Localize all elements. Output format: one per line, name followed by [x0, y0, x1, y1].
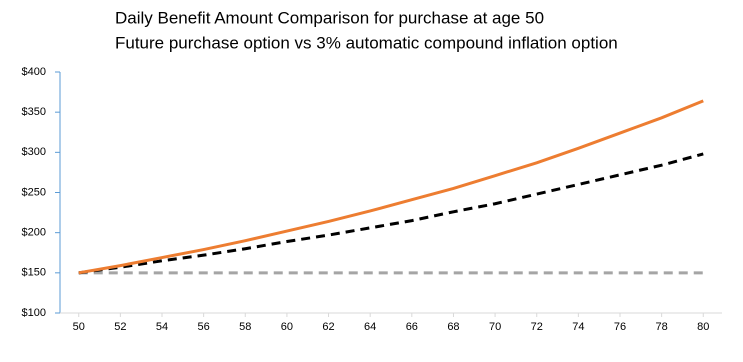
x-tick-label: 50: [73, 321, 85, 333]
y-tick-label: $200: [22, 227, 46, 239]
x-tick-label: 62: [322, 321, 334, 333]
series-line: [78, 99, 704, 275]
x-tick-label: 66: [406, 321, 418, 333]
y-tick-label: $400: [22, 66, 46, 78]
x-tick-label: 80: [697, 321, 709, 333]
chart-subtitle: Future purchase option vs 3% automatic c…: [115, 33, 618, 52]
y-tick-label: $300: [22, 146, 46, 158]
y-tick-label: $100: [22, 307, 46, 319]
x-tick-label: 68: [447, 321, 459, 333]
x-tick-label: 58: [239, 321, 251, 333]
x-tick-label: 64: [364, 321, 376, 333]
x-tick-label: 74: [572, 321, 584, 333]
chart-title: Daily Benefit Amount Comparison for purc…: [115, 8, 544, 27]
series-line: [78, 152, 704, 275]
x-tick-label: 78: [656, 321, 668, 333]
y-tick-label: $350: [22, 106, 46, 118]
x-tick-label: 56: [198, 321, 210, 333]
y-tick-label: $250: [22, 186, 46, 198]
x-tick-label: 72: [531, 321, 543, 333]
x-tick-label: 52: [114, 321, 126, 333]
x-tick-label: 60: [281, 321, 293, 333]
x-tick-label: 54: [156, 321, 168, 333]
x-tick-label: 70: [489, 321, 501, 333]
x-tick-label: 76: [614, 321, 626, 333]
y-tick-label: $150: [22, 267, 46, 279]
